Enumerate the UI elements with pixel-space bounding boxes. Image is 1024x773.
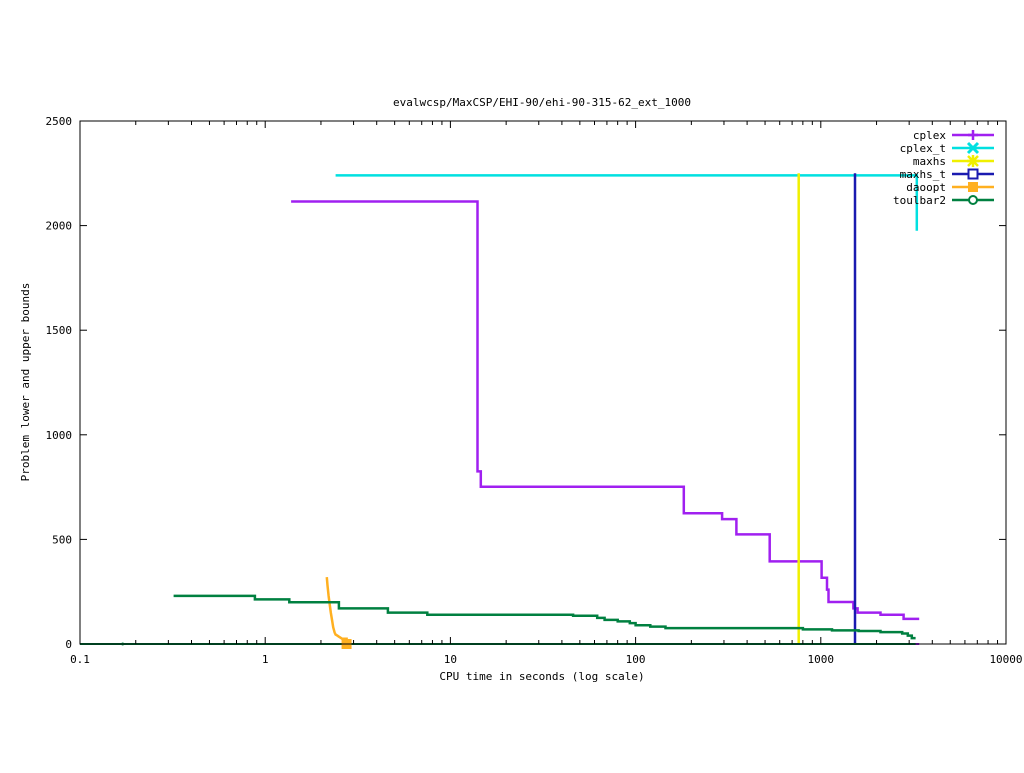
- y-tick-label: 2500: [46, 115, 73, 128]
- legend-label: maxhs: [913, 155, 946, 168]
- series-cplex_t: [335, 174, 919, 231]
- legend-item-maxhs: maxhs: [913, 155, 994, 168]
- legend-label: cplex_t: [900, 142, 946, 155]
- legend-item-cplex_t: cplex_t: [900, 141, 994, 155]
- x-tick-label: 10000: [989, 653, 1022, 666]
- legend-label: cplex: [913, 129, 946, 142]
- series-line-cplex_t: [335, 174, 919, 231]
- y-tick-label: 500: [52, 533, 72, 546]
- legend-marker-plus: [968, 130, 978, 140]
- series-line-daoopt: [325, 576, 348, 644]
- x-tick-label: 0.1: [70, 653, 90, 666]
- y-axis-label: Problem lower and upper bounds: [19, 283, 32, 482]
- x-tick-label: 1: [262, 653, 269, 666]
- x-tick-label: 1000: [808, 653, 835, 666]
- y-tick-label: 1000: [46, 429, 73, 442]
- legend-label: toulbar2: [893, 194, 946, 207]
- plot-frame: [79, 120, 1007, 645]
- y-tick-label: 1500: [46, 324, 73, 337]
- x-tick-label: 10: [444, 653, 457, 666]
- series-line-cplex: [291, 200, 920, 621]
- legend-marker-cross: [966, 141, 980, 155]
- legend-label: daoopt: [906, 181, 946, 194]
- x-tick-label: 100: [626, 653, 646, 666]
- legend-label: maxhs_t: [900, 168, 946, 181]
- legend-marker-filled-square: [968, 182, 978, 192]
- legend-marker-circle: [968, 195, 978, 205]
- ticks-layer: 0.1 1 10 100 1000 10000 0 500 1000 1500 2000 2500: [46, 115, 1023, 666]
- legend-item-daoopt: daoopt: [906, 181, 994, 194]
- y-tick-label: 0: [65, 638, 72, 651]
- legend-item-toulbar2: toulbar2: [893, 194, 994, 207]
- legend-marker-star: [967, 155, 979, 167]
- series-line-toulbar2: [173, 594, 916, 640]
- legend-item-maxhs_t: maxhs_t: [900, 168, 994, 181]
- chart-title: evalwcsp/MaxCSP/EHI-90/ehi-90-315-62_ext…: [393, 96, 691, 109]
- legend-item-cplex: cplex: [913, 129, 994, 142]
- y-tick-label: 2000: [46, 220, 73, 233]
- x-axis-label: CPU time in seconds (log scale): [439, 670, 644, 683]
- legend-marker-square: [967, 168, 979, 180]
